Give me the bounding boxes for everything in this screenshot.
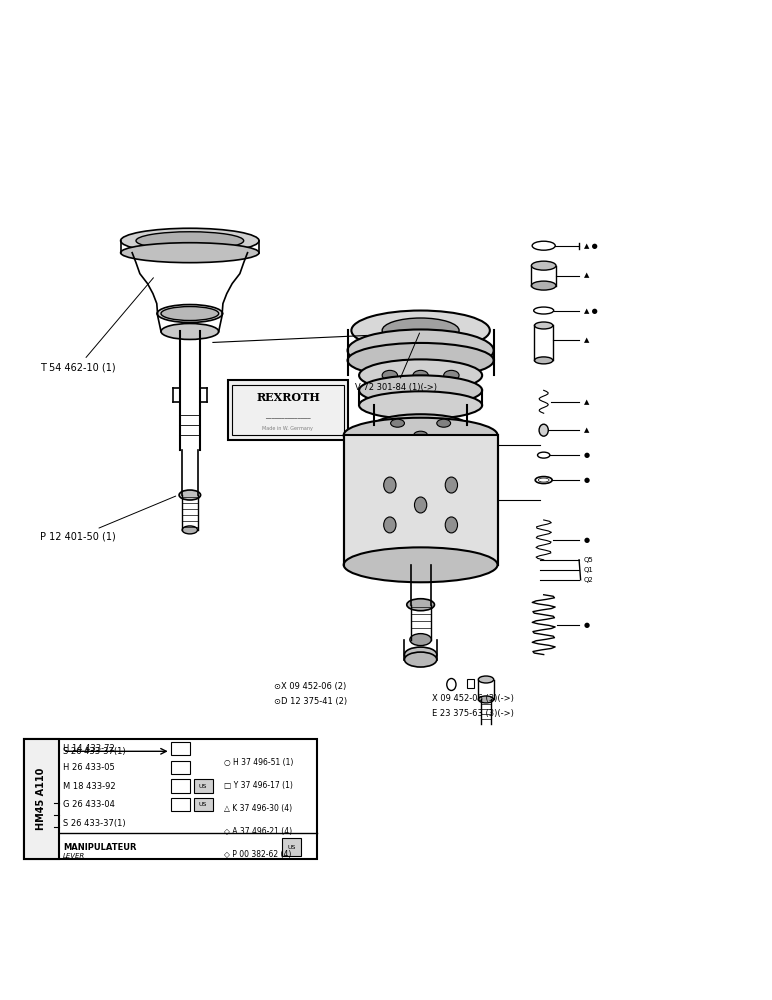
Ellipse shape: [531, 261, 556, 270]
Text: US: US: [198, 784, 207, 789]
Ellipse shape: [410, 634, 432, 646]
Ellipse shape: [444, 370, 459, 380]
Text: ━━━━━━━━━━━━━━: ━━━━━━━━━━━━━━: [265, 417, 310, 422]
Text: US: US: [198, 802, 207, 807]
Bar: [194, 798, 213, 811]
Text: ⊙X 09 452-06 (2): ⊙X 09 452-06 (2): [275, 682, 347, 691]
Ellipse shape: [347, 343, 493, 378]
Text: ●: ●: [584, 477, 590, 483]
Ellipse shape: [479, 676, 493, 683]
Ellipse shape: [161, 307, 218, 320]
Text: ▲: ▲: [584, 337, 589, 343]
Ellipse shape: [382, 370, 398, 380]
Ellipse shape: [407, 599, 435, 611]
Bar: [171, 779, 190, 793]
Ellipse shape: [531, 281, 556, 290]
Text: S 26 433-37(1): S 26 433-37(1): [63, 819, 126, 828]
Ellipse shape: [179, 490, 201, 500]
Ellipse shape: [374, 414, 467, 436]
Ellipse shape: [182, 526, 198, 534]
Bar: [171, 742, 190, 755]
Text: V 72 301-84 (1)(->): V 72 301-84 (1)(->): [355, 333, 437, 392]
Bar: [25, 739, 317, 859]
Ellipse shape: [120, 228, 259, 253]
Text: HM45 A110: HM45 A110: [36, 768, 46, 830]
Text: X 09 452-06 (3)(->): X 09 452-06 (3)(->): [432, 694, 514, 703]
Bar: [171, 761, 190, 774]
Text: ⊙D 12 375-41 (2): ⊙D 12 375-41 (2): [275, 697, 347, 706]
Text: △ K 37 496-30 (4): △ K 37 496-30 (4): [225, 804, 293, 813]
Ellipse shape: [534, 322, 553, 329]
Text: US: US: [287, 845, 296, 850]
Ellipse shape: [539, 424, 548, 436]
Ellipse shape: [445, 517, 458, 533]
Ellipse shape: [371, 441, 385, 449]
Text: H 14 433-72: H 14 433-72: [63, 744, 115, 753]
Bar: [229, 380, 347, 440]
Ellipse shape: [344, 418, 497, 453]
Text: T 54 462-10 (1): T 54 462-10 (1): [40, 278, 154, 372]
Bar: [344, 435, 497, 565]
Ellipse shape: [384, 477, 396, 493]
Text: ▲: ▲: [584, 273, 589, 279]
Text: ▲: ▲: [584, 399, 589, 405]
Text: ▲: ▲: [584, 427, 589, 433]
Ellipse shape: [351, 311, 490, 350]
Ellipse shape: [479, 696, 493, 703]
Bar: [171, 798, 190, 811]
Text: ◇ P 00 382-62 (4): ◇ P 00 382-62 (4): [225, 850, 292, 859]
Ellipse shape: [391, 419, 405, 427]
Text: P 12 401-50 (1): P 12 401-50 (1): [40, 496, 176, 542]
Ellipse shape: [136, 232, 244, 250]
Text: MANIPULATEUR: MANIPULATEUR: [63, 843, 137, 852]
Text: ●: ●: [584, 537, 590, 543]
Ellipse shape: [437, 419, 451, 427]
Text: REXROTH: REXROTH: [256, 392, 320, 403]
Text: H 26 433-05: H 26 433-05: [63, 763, 115, 772]
Text: ▲ ●: ▲ ●: [584, 243, 598, 249]
Text: ▲ ●: ▲ ●: [584, 308, 598, 314]
Ellipse shape: [161, 323, 218, 339]
Text: □ Y 37 496-17 (1): □ Y 37 496-17 (1): [225, 781, 293, 790]
Ellipse shape: [445, 477, 458, 493]
Ellipse shape: [405, 647, 437, 662]
Text: ●: ●: [584, 452, 590, 458]
Ellipse shape: [359, 391, 482, 419]
Bar: [282, 838, 301, 856]
Text: Made in W. Germany: Made in W. Germany: [262, 426, 313, 431]
Text: M 18 433-92: M 18 433-92: [63, 782, 116, 791]
Ellipse shape: [415, 497, 427, 513]
Text: Q5: Q5: [584, 557, 594, 563]
Ellipse shape: [414, 431, 428, 439]
Ellipse shape: [382, 318, 459, 343]
Bar: [194, 779, 213, 793]
Text: LEVER: LEVER: [63, 853, 85, 859]
Ellipse shape: [413, 370, 428, 380]
Ellipse shape: [344, 547, 497, 582]
Ellipse shape: [456, 441, 470, 449]
Text: Q2: Q2: [584, 577, 594, 583]
Ellipse shape: [359, 359, 482, 391]
Ellipse shape: [359, 375, 482, 405]
Ellipse shape: [534, 357, 553, 364]
Text: ◇ A 37 496-21 (4): ◇ A 37 496-21 (4): [225, 827, 293, 836]
Ellipse shape: [120, 243, 259, 263]
Ellipse shape: [157, 305, 222, 322]
Text: Q1: Q1: [584, 567, 594, 573]
Text: ○ H 37 496-51 (1): ○ H 37 496-51 (1): [225, 758, 294, 767]
Text: ●: ●: [584, 622, 590, 628]
Ellipse shape: [347, 329, 493, 371]
Ellipse shape: [384, 517, 396, 533]
Text: G 26 433-04: G 26 433-04: [63, 800, 115, 809]
Ellipse shape: [405, 652, 437, 667]
Text: E 23 375-63 (3)(->): E 23 375-63 (3)(->): [432, 709, 514, 718]
Text: S 26 433-37(1): S 26 433-37(1): [63, 747, 126, 756]
Bar: [232, 385, 344, 435]
Bar: [25, 739, 59, 859]
Bar: [467, 679, 475, 688]
